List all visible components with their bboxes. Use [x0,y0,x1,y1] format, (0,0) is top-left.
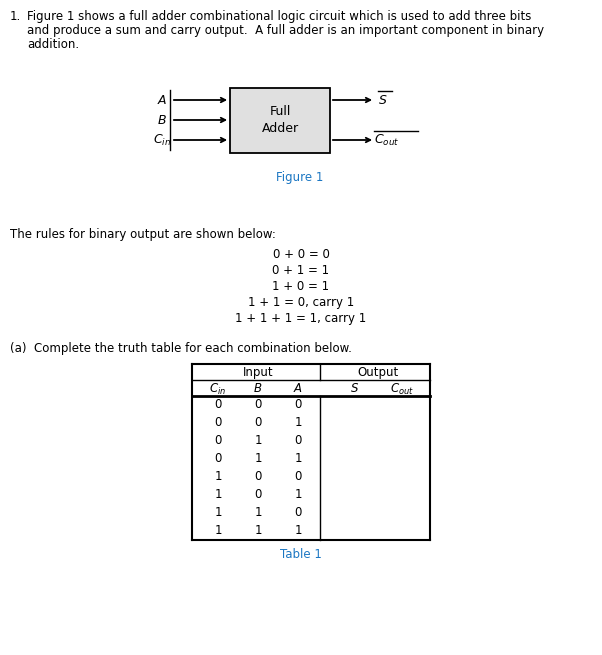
Text: 1: 1 [294,489,302,502]
Text: 1: 1 [214,489,222,502]
Text: 1: 1 [254,506,262,519]
Text: (a)  Complete the truth table for each combination below.: (a) Complete the truth table for each co… [10,342,352,355]
Text: Figure 1 shows a full adder combinational logic circuit which is used to add thr: Figure 1 shows a full adder combinationa… [27,10,532,23]
Text: 1: 1 [254,453,262,466]
Text: $A$: $A$ [157,94,167,107]
Text: $C_{out}$: $C_{out}$ [390,382,414,397]
Text: 1: 1 [294,417,302,430]
Text: 0 + 1 = 1: 0 + 1 = 1 [273,264,329,277]
Text: Output: Output [358,366,399,379]
Text: 1 + 0 = 1: 1 + 0 = 1 [273,280,329,293]
Text: 1: 1 [294,453,302,466]
Text: 0: 0 [254,398,262,411]
Text: addition.: addition. [27,38,79,51]
Text: 1 + 1 = 0, carry 1: 1 + 1 = 0, carry 1 [248,296,354,309]
Text: 1: 1 [214,470,222,483]
Text: 0: 0 [294,506,302,519]
Text: $C_{out}$: $C_{out}$ [374,132,399,147]
Text: $A$: $A$ [293,382,303,395]
Text: and produce a sum and carry output.  A full adder is an important component in b: and produce a sum and carry output. A fu… [27,24,544,37]
Text: 0: 0 [294,398,302,411]
Text: 1: 1 [254,434,262,447]
Text: Figure 1: Figure 1 [276,171,324,184]
Text: $S$: $S$ [378,94,388,107]
Text: 0: 0 [254,417,262,430]
Text: Adder: Adder [261,122,299,135]
Text: $B$: $B$ [157,113,167,126]
Text: Table 1: Table 1 [280,548,322,561]
Text: 0: 0 [254,470,262,483]
Text: 0: 0 [214,398,222,411]
Text: $C_{in}$: $C_{in}$ [153,132,171,147]
Text: Full: Full [269,105,291,118]
Text: $B$: $B$ [253,382,262,395]
Text: 1: 1 [294,525,302,538]
Text: 0: 0 [254,489,262,502]
Text: $S$: $S$ [350,382,359,395]
Text: The rules for binary output are shown below:: The rules for binary output are shown be… [10,228,276,241]
Text: 0 + 0 = 0: 0 + 0 = 0 [273,248,329,261]
Text: 1: 1 [214,525,222,538]
Text: 1 + 1 + 1 = 1, carry 1: 1 + 1 + 1 = 1, carry 1 [235,312,367,325]
Text: 1: 1 [254,525,262,538]
Text: 0: 0 [294,470,302,483]
Text: 1.: 1. [10,10,21,23]
Text: 0: 0 [214,417,222,430]
Text: 0: 0 [214,453,222,466]
Text: Input: Input [243,366,273,379]
Text: $C_{in}$: $C_{in}$ [209,382,226,397]
Text: 0: 0 [214,434,222,447]
Bar [230,88,330,153]
Text: 1: 1 [214,506,222,519]
Text: 0: 0 [294,434,302,447]
